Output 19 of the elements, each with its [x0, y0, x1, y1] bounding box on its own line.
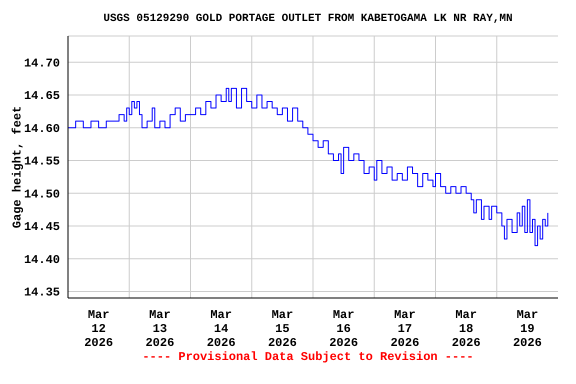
y-tick-label: 14.45	[24, 220, 60, 234]
y-tick-label: 14.60	[24, 122, 60, 136]
x-tick-label: Mar 17 2026	[390, 308, 420, 350]
x-tick-label: Mar 18 2026	[452, 308, 481, 350]
x-tick-label: Mar 13 2026	[145, 308, 174, 350]
y-tick-label: 14.40	[24, 252, 60, 267]
text: ---- Provisional Data Subject to Revision ----	[141, 350, 475, 364]
y-axis-title: Gage height, feet	[10, 106, 24, 228]
x-tick-label: Mar 15 2026	[268, 308, 297, 350]
x-tick-label: Mar 12 2026	[84, 308, 114, 350]
y-tick-label: 14.35	[24, 286, 60, 300]
x-tick-label: Mar 19 2026	[512, 308, 542, 350]
y-tick-label: 14.70	[24, 56, 60, 70]
x-tick-label: Mar 14 2026	[206, 308, 236, 350]
chart-title: USGS 05129290 GOLD PORTAGE OUTLET FROM KABETOGAMA LK NR RAY,MN	[102, 12, 514, 27]
y-tick-label: 14.50	[24, 187, 60, 202]
y-tick-label: 14.65	[24, 89, 60, 104]
y-tick-label: 14.55	[24, 154, 60, 169]
x-tick-label: Mar 16 2026	[329, 308, 358, 350]
